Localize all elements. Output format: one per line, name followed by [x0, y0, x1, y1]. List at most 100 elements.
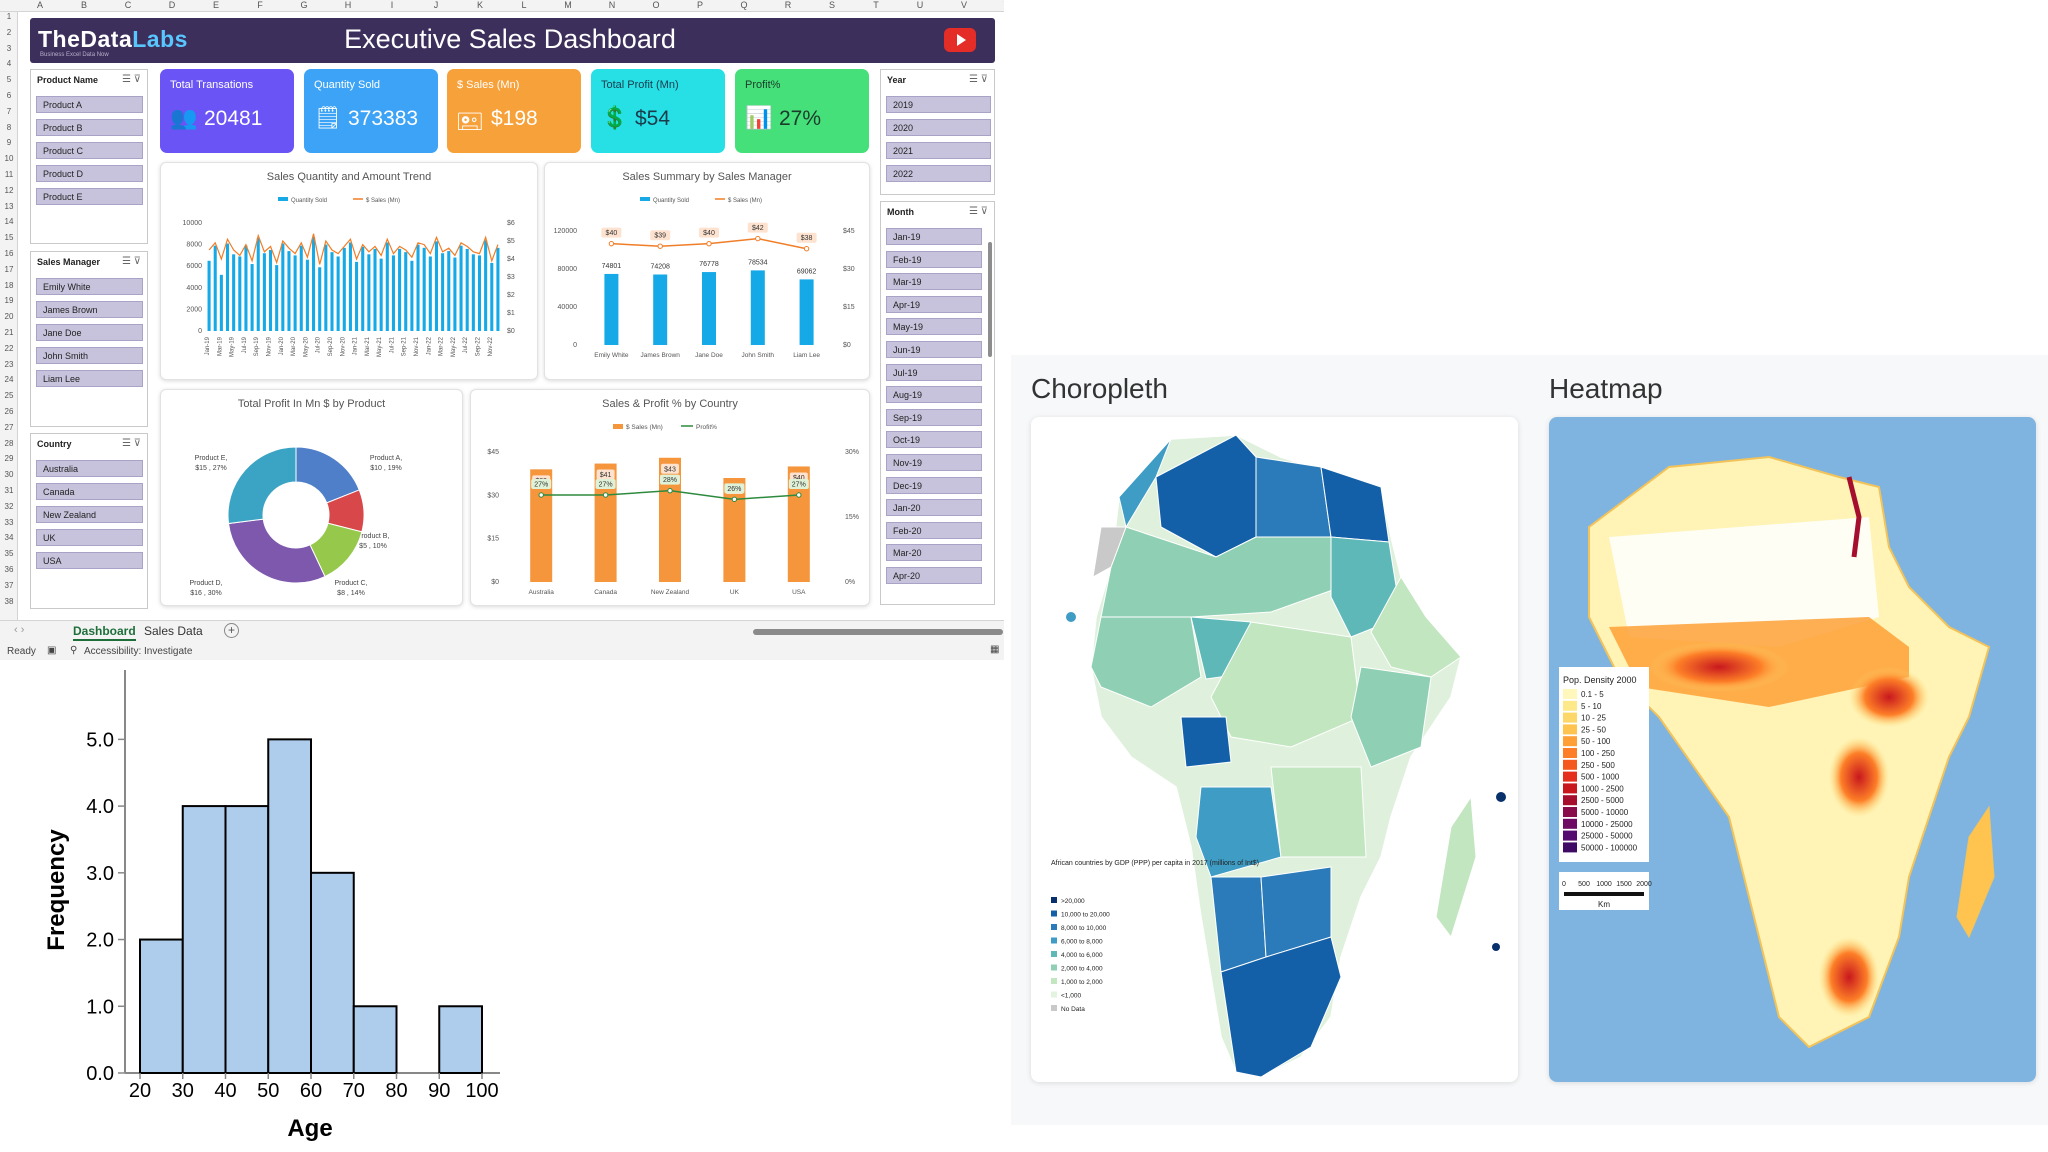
slicer-item-month[interactable]: Feb-19 — [886, 250, 982, 268]
row-header[interactable]: 13 — [4, 201, 14, 211]
slicer-item-canada[interactable]: Canada — [36, 483, 143, 500]
tab-dashboard[interactable]: Dashboard — [73, 624, 136, 641]
row-header[interactable]: 18 — [4, 280, 14, 290]
slicer-item-2021[interactable]: 2021 — [886, 142, 991, 159]
slicer-item-product-b[interactable]: Product B — [36, 119, 143, 136]
row-header[interactable]: 11 — [4, 170, 14, 179]
slicer-item-month[interactable]: Jul-19 — [886, 363, 982, 381]
slicer-item-john-smith[interactable]: John Smith — [36, 347, 143, 364]
column-header[interactable]: S — [828, 0, 835, 10]
horizontal-scrollbar[interactable] — [753, 629, 1003, 635]
row-header[interactable]: 12 — [4, 185, 14, 195]
row-header[interactable]: 29 — [4, 454, 14, 464]
row-header[interactable]: 15 — [4, 233, 14, 243]
column-header[interactable]: O — [652, 0, 660, 10]
row-header[interactable]: 28 — [4, 438, 14, 448]
slicer-item-month[interactable]: Oct-19 — [886, 431, 982, 449]
accessibility-icon[interactable]: ⚲ — [70, 645, 78, 656]
slicer-item-month[interactable]: Sep-19 — [886, 408, 982, 426]
slicer-item-james-brown[interactable]: James Brown — [36, 301, 143, 318]
column-header[interactable]: T — [873, 0, 879, 10]
column-header[interactable]: D — [168, 0, 176, 10]
row-header[interactable]: 30 — [4, 470, 14, 480]
slicer-item-new-zealand[interactable]: New Zealand — [36, 506, 143, 523]
column-header[interactable]: N — [608, 0, 616, 10]
slicer-item-product-a[interactable]: Product A — [36, 96, 143, 113]
row-header[interactable]: 17 — [4, 264, 14, 274]
column-header[interactable]: G — [300, 0, 308, 10]
row-header[interactable]: 26 — [4, 407, 14, 416]
row-header[interactable]: 14 — [4, 217, 14, 227]
column-header[interactable]: R — [784, 0, 792, 10]
row-header[interactable]: 7 — [6, 106, 12, 116]
tab-scroll-arrows[interactable]: ‹ › — [14, 624, 25, 636]
slicer-item-month[interactable]: Apr-19 — [886, 295, 982, 313]
column-header[interactable]: L — [521, 0, 527, 10]
row-header[interactable]: 34 — [4, 533, 14, 543]
normal-view-icon[interactable]: ▦ — [990, 644, 1000, 655]
slicer-item-month[interactable]: Feb-20 — [886, 521, 982, 539]
row-header[interactable]: 10 — [4, 154, 14, 164]
row-header[interactable]: 24 — [4, 375, 14, 385]
row-header[interactable]: 16 — [4, 249, 14, 258]
row-header[interactable]: 6 — [6, 91, 12, 100]
row-header[interactable]: 35 — [4, 549, 14, 559]
slicer-item-uk[interactable]: UK — [36, 529, 143, 546]
slicer-item-2022[interactable]: 2022 — [886, 165, 991, 182]
slicer-item-liam-lee[interactable]: Liam Lee — [36, 370, 143, 387]
slicer-item-month[interactable]: Nov-19 — [886, 454, 982, 471]
row-header[interactable]: 2 — [6, 27, 12, 37]
slicer-item-jane-doe[interactable]: Jane Doe — [36, 324, 143, 341]
slicer-item-product-c[interactable]: Product C — [36, 142, 143, 159]
row-header[interactable]: 23 — [4, 359, 14, 369]
row-header[interactable]: 36 — [4, 565, 14, 574]
slicer-item-product-e[interactable]: Product E — [36, 188, 143, 205]
slicer-item-product-d[interactable]: Product D — [36, 165, 143, 182]
column-header[interactable]: K — [476, 0, 483, 10]
column-header[interactable]: Q — [740, 0, 748, 10]
row-header[interactable]: 20 — [4, 312, 14, 322]
row-header[interactable]: 4 — [6, 59, 12, 69]
row-header[interactable]: 5 — [6, 75, 12, 85]
slicer-item-usa[interactable]: USA — [36, 552, 143, 569]
column-header[interactable]: P — [696, 0, 703, 10]
slicer-filter-icon[interactable]: ☰ ⊽ — [968, 74, 988, 85]
macro-icon[interactable]: ▣ — [47, 645, 57, 656]
youtube-icon[interactable] — [944, 28, 976, 52]
row-header[interactable]: 37 — [4, 580, 14, 590]
row-header[interactable]: 33 — [4, 517, 14, 527]
column-header[interactable]: W — [986, 0, 1005, 10]
column-header[interactable]: B — [80, 0, 87, 10]
row-header[interactable]: 9 — [6, 138, 12, 148]
row-header[interactable]: 22 — [4, 343, 14, 353]
slicer-item-month[interactable]: Mar-19 — [886, 273, 982, 291]
column-header[interactable]: J — [433, 0, 439, 10]
row-header[interactable]: 32 — [4, 501, 14, 511]
slicer-item-month[interactable]: Dec-19 — [886, 476, 982, 494]
slicer-filter-icon[interactable]: ☰ ⊽ — [121, 74, 141, 85]
slicer-filter-icon[interactable]: ☰ ⊽ — [968, 206, 988, 217]
slicer-item-2020[interactable]: 2020 — [886, 119, 991, 136]
row-header[interactable]: 3 — [6, 43, 12, 53]
row-header[interactable]: 21 — [4, 328, 14, 337]
slicer-item-2019[interactable]: 2019 — [886, 96, 991, 113]
slicer-item-month[interactable]: Aug-19 — [886, 386, 982, 404]
slicer-filter-icon[interactable]: ☰ ⊽ — [121, 438, 141, 449]
slicer-item-month[interactable]: May-19 — [886, 318, 982, 336]
row-header[interactable]: 19 — [4, 296, 14, 306]
row-header[interactable]: 8 — [6, 122, 12, 132]
slicer-item-month[interactable]: Jan-20 — [886, 499, 982, 517]
row-header[interactable]: 1 — [6, 12, 12, 21]
tab-sales-data[interactable]: Sales Data — [144, 624, 203, 638]
row-header[interactable]: 31 — [4, 486, 14, 495]
add-sheet-button[interactable]: + — [224, 623, 239, 638]
slicer-item-month[interactable]: Jun-19 — [886, 341, 982, 358]
column-header[interactable]: I — [390, 0, 394, 10]
column-header[interactable]: E — [212, 0, 219, 10]
row-header[interactable]: 38 — [4, 596, 14, 606]
column-header[interactable]: V — [960, 0, 967, 10]
row-header[interactable]: 25 — [4, 391, 14, 401]
column-header[interactable]: A — [36, 0, 43, 10]
slicer-filter-icon[interactable]: ☰ ⊽ — [121, 256, 141, 267]
slicer-item-australia[interactable]: Australia — [36, 460, 143, 477]
